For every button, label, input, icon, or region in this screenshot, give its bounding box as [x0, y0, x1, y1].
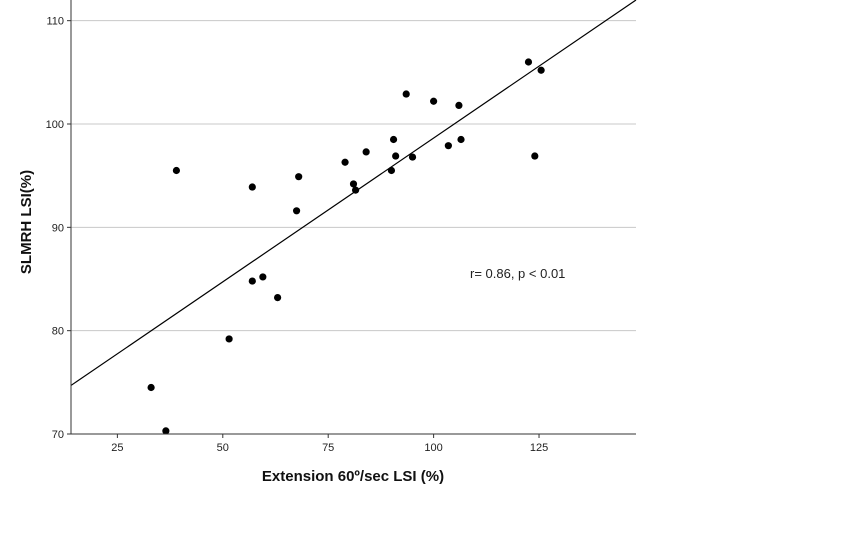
data-point: [248, 277, 256, 285]
data-point: [349, 180, 358, 188]
data-point: [147, 383, 155, 392]
x-tick-label: 125: [530, 442, 548, 454]
x-tick-label: 25: [111, 442, 123, 454]
x-tick-label: 75: [322, 442, 334, 454]
data-point: [162, 427, 170, 435]
data-point: [402, 90, 410, 98]
data-point: [455, 101, 463, 109]
data-point: [537, 66, 545, 74]
y-tick-label: 80: [52, 326, 64, 338]
data-point: [225, 335, 233, 343]
y-tick-label: 70: [52, 429, 64, 441]
x-tick-label: 50: [217, 442, 229, 454]
data-point: [259, 273, 267, 281]
data-point: [274, 294, 282, 302]
data-points: [147, 58, 545, 435]
data-point: [444, 142, 452, 150]
data-point: [524, 58, 533, 66]
data-point: [430, 97, 438, 105]
data-point: [457, 135, 465, 144]
data-point: [531, 152, 539, 160]
data-point: [248, 183, 256, 191]
y-tick-label: 100: [46, 119, 64, 131]
data-point: [392, 152, 400, 160]
tick-labels: 25 50 75 100 125 70 80 90 100 110: [46, 16, 549, 454]
data-point: [295, 173, 303, 181]
x-tick-label: 100: [424, 442, 442, 454]
data-point: [389, 135, 398, 144]
data-point: [352, 186, 360, 194]
data-point: [341, 158, 349, 166]
correlation-annotation: r= 0.86, p < 0.01: [470, 266, 565, 281]
y-tick-label: 90: [52, 222, 64, 234]
gridlines: [71, 20, 636, 332]
axes: [67, 0, 636, 438]
data-point: [408, 153, 417, 161]
x-axis-title: Extension 60º/sec LSI (%): [262, 468, 444, 485]
y-tick-label: 110: [46, 16, 64, 28]
data-point: [292, 207, 301, 215]
data-point: [387, 166, 396, 175]
data-point: [362, 148, 370, 156]
data-point: [172, 166, 181, 175]
y-axis-title: SLMRH LSI(%): [18, 170, 35, 274]
